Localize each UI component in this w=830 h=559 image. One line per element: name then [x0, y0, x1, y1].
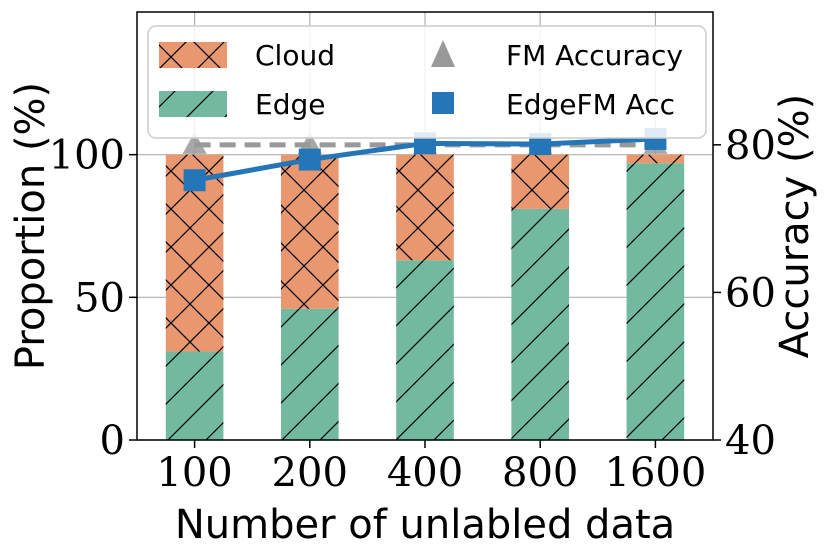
y-right-tick-label: 80 [725, 123, 776, 169]
point-fm-accuracy [182, 131, 207, 154]
x-tick-label: 400 [387, 450, 463, 496]
y-axis-title: Proportion (%) [8, 82, 54, 370]
x-tick-label: 100 [156, 450, 232, 496]
point-edgefm-acc [183, 169, 206, 192]
bar-cloud-hatch [511, 154, 569, 209]
legend-label-edgefm-acc: EdgeFM Acc [506, 88, 675, 121]
bar-cloud-hatch [281, 154, 339, 309]
y-tick-label: 100 [49, 133, 125, 179]
legend-label-cloud: Cloud [255, 39, 335, 72]
point-fm-accuracy [297, 131, 322, 154]
bar-edge-hatch [281, 308, 339, 440]
x-tick-label: 800 [502, 450, 578, 496]
x-tick-label: 200 [272, 450, 348, 496]
legend-swatch-edge-hatch [159, 91, 227, 117]
legend: Cloud Edge FM Accuracy EdgeFM Acc [147, 25, 707, 139]
legend-label-fm-accuracy: FM Accuracy [506, 39, 683, 72]
bar-cloud-hatch [396, 154, 454, 261]
bar-edge-hatch [165, 351, 224, 440]
bars [165, 154, 685, 440]
bar-edge-hatch [396, 260, 454, 440]
y-axis-right-title: Accuracy (%) [772, 94, 818, 359]
bar-edge-hatch [626, 163, 685, 440]
legend-box [147, 25, 707, 139]
bar-cloud-hatch [626, 154, 685, 164]
y-right-tick-label: 40 [725, 418, 776, 464]
legend-label-edge: Edge [255, 88, 325, 121]
legend-marker-edgefm-acc [432, 92, 454, 114]
x-axis-title: Number of unlabled data [175, 502, 675, 548]
axes: 0 50 100 40 60 80 100 200 400 800 1600 [49, 123, 776, 496]
legend-marker-fm-accuracy [431, 40, 455, 67]
y-tick-label: 50 [74, 275, 125, 321]
legend-swatch-cloud-hatch [159, 42, 227, 68]
y-tick-label: 0 [100, 418, 125, 464]
point-edgefm-acc [298, 148, 321, 171]
bar-edge-hatch [511, 208, 569, 440]
y-right-tick-label: 60 [725, 270, 776, 316]
x-tick-label: 1600 [605, 450, 707, 496]
